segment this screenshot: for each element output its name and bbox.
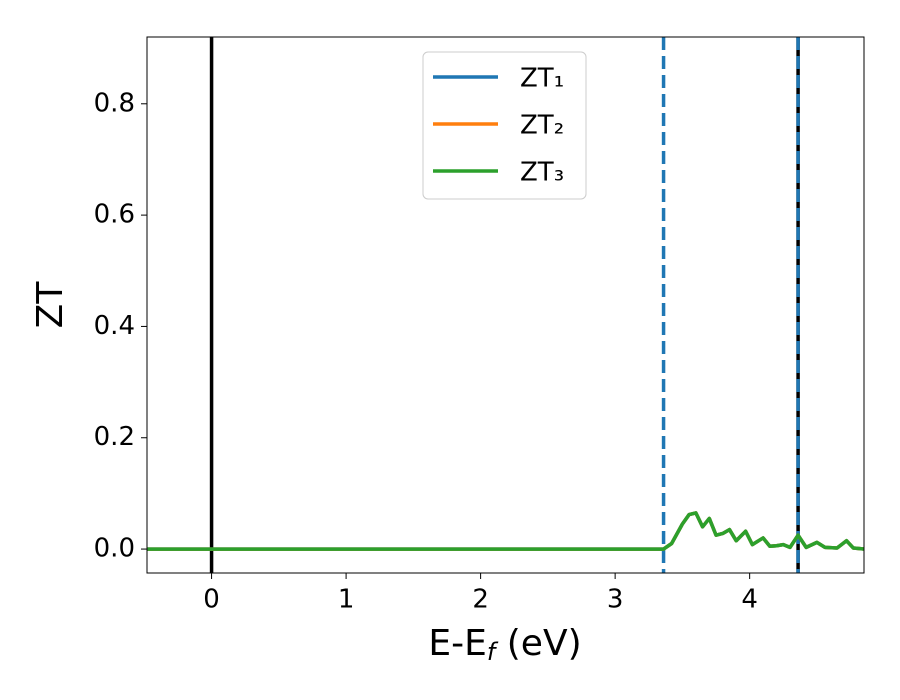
legend-box — [422, 51, 587, 200]
y-tick-label: 0.8 — [94, 88, 135, 118]
x-axis-label: E-Ef (eV) — [428, 623, 581, 666]
y-tick-label: 0.2 — [94, 422, 135, 452]
x-tick-label: 3 — [607, 585, 624, 615]
legend-label: ZT₃ — [520, 158, 564, 188]
x-tick-label: 0 — [203, 585, 220, 615]
x-label-unit: (eV) — [495, 623, 581, 664]
x-label-main: E-E — [428, 623, 486, 664]
plot — [147, 37, 864, 573]
x-tick-label: 1 — [338, 585, 355, 615]
y-tick-label: 0.6 — [94, 200, 135, 230]
x-tick-label: 4 — [741, 585, 758, 615]
plot-frame — [146, 36, 865, 574]
legend-label: ZT₁ — [520, 64, 564, 94]
x-tick-label: 2 — [472, 585, 489, 615]
y-tick-label: 0.0 — [94, 534, 135, 564]
y-tick-label: 0.4 — [94, 311, 135, 341]
series-line — [147, 511, 864, 551]
legend-label: ZT₂ — [520, 111, 564, 141]
y-axis-label: ZT — [30, 281, 71, 329]
